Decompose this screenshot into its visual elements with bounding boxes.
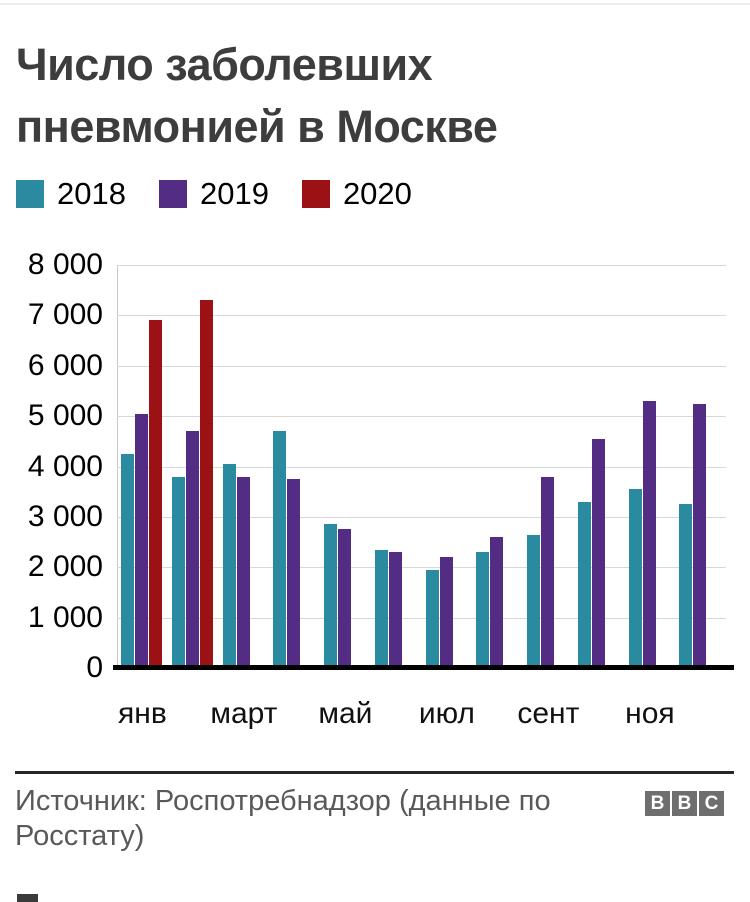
y-tick-label: 2 000 (27, 550, 103, 584)
legend-swatch-2018 (16, 180, 44, 208)
x-tick-cell: март (210, 697, 277, 731)
bbc-logo-letter: C (699, 791, 724, 816)
gridline (117, 466, 726, 468)
bar-2019-фев (185, 431, 199, 668)
bar-2019-март (236, 476, 250, 668)
bbc-logo-letter: B (645, 791, 670, 816)
bar-2019-апр (287, 479, 301, 668)
bar-group-июн (371, 265, 422, 668)
footer-divider (15, 771, 734, 774)
legend: 2018 2019 2020 (16, 176, 445, 212)
x-tick-label: сент (517, 697, 580, 730)
y-tick-label: 8 000 (27, 248, 103, 281)
x-tick-label: ноя (625, 697, 675, 730)
legend-label: 2020 (342, 176, 412, 211)
bar-2018-сент (527, 534, 540, 668)
bar-2019-сент (541, 476, 554, 668)
top-divider (0, 3, 750, 5)
bar-2018-окт (577, 501, 591, 668)
bar-2018-апр (273, 431, 287, 668)
gridline (117, 265, 726, 266)
bar-2019-авг (490, 537, 504, 668)
bar-2018-май (324, 524, 337, 668)
x-tick-cell (675, 697, 726, 731)
gridline (117, 315, 726, 317)
bar-2019-июл (439, 557, 453, 668)
x-tick-cell: ноя (625, 697, 676, 731)
bar-group-март (219, 265, 270, 668)
bar-group-сент (523, 265, 574, 668)
legend-label: 2018 (57, 176, 126, 211)
clipped-text-fragment (17, 894, 38, 902)
x-tick-cell: янв (117, 697, 168, 731)
bar-group-дек (675, 265, 726, 668)
legend-swatch-2020 (301, 180, 330, 208)
bar-group-июл (422, 265, 473, 668)
bar-2019-окт (591, 438, 605, 668)
chart-title: Число заболевших пневмонией в Москве (16, 39, 498, 152)
bar-group-авг (472, 265, 523, 668)
bars-container (117, 265, 726, 668)
y-tick-label: 4 000 (27, 449, 103, 483)
bar-2018-фев (171, 476, 185, 668)
x-tick-label: июл (418, 697, 475, 730)
bar-group-ноя (625, 265, 676, 668)
source-label: Источник: Роспотребнадзор (данные по Рос… (15, 785, 551, 853)
legend-label: 2019 (199, 176, 269, 211)
bar-group-апр (269, 265, 320, 668)
gridline (117, 516, 726, 518)
x-tick-cell: июл (418, 697, 475, 731)
gridline (117, 617, 726, 619)
legend-item-2020: 2020 (301, 176, 412, 212)
x-tick-cell (371, 697, 422, 731)
bar-2019-май (338, 529, 351, 668)
bar-group-окт (574, 265, 625, 668)
legend-swatch-2019 (158, 180, 187, 208)
bar-2018-янв (121, 453, 134, 668)
bar-2019-ноя (642, 401, 656, 668)
bbc-logo-letter: B (672, 791, 697, 816)
y-tick-label: 7 000 (27, 298, 103, 332)
bar-group-фев (168, 265, 219, 668)
y-tick-label: 6 000 (27, 348, 103, 382)
bar-2020-фев (199, 300, 213, 668)
x-tick-cell: сент (517, 697, 579, 731)
y-tick-label: 1 000 (27, 600, 103, 634)
legend-item-2018: 2018 (16, 176, 126, 212)
x-tick-cell (472, 697, 523, 731)
y-tick-label: 3 000 (27, 499, 103, 533)
plot-area (117, 265, 726, 668)
x-tick-label: янв (118, 697, 167, 730)
footer: Источник: Роспотребнадзор (данные по Рос… (15, 784, 750, 855)
x-tick-label: март (210, 697, 278, 730)
bar-2018-июн (374, 549, 388, 668)
y-axis: 8 000 7 000 6 000 5 000 4 000 3 000 2 000 1 000… (0, 249, 103, 684)
x-tick-cell: май (318, 697, 373, 731)
bar-2018-март (222, 463, 236, 668)
gridline (117, 416, 726, 418)
gridline (117, 567, 726, 569)
bar-group-янв (117, 265, 168, 668)
bar-2019-июн (388, 552, 402, 668)
x-tick-cell (269, 697, 320, 731)
bar-2018-июл (425, 569, 439, 668)
x-axis-line (113, 665, 734, 670)
bar-2019-дек (693, 403, 707, 668)
bar-2019-янв (135, 413, 148, 668)
bar-2020-янв (149, 320, 162, 668)
x-axis-labels: янв март май июл сент ноя (117, 697, 726, 731)
gridline (117, 365, 726, 367)
y-tick-label: 0 (86, 651, 103, 684)
x-tick-label: май (318, 697, 373, 730)
bar-2018-ноя (628, 489, 642, 668)
y-tick-label: 5 000 (27, 399, 103, 433)
x-tick-cell (574, 697, 625, 731)
legend-item-2019: 2019 (158, 176, 269, 212)
bar-2018-авг (476, 552, 490, 668)
bar-group-май (320, 265, 371, 668)
bar-2018-дек (679, 504, 693, 668)
